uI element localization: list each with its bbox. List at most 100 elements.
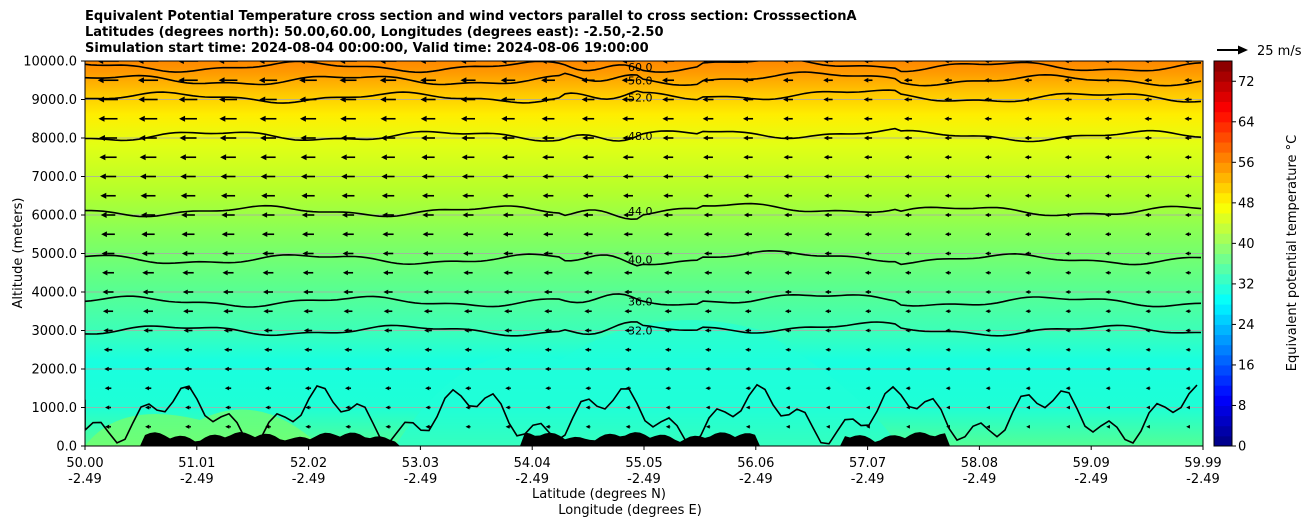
wind-vector-head [422, 250, 428, 257]
wind-vector-head [183, 308, 189, 314]
wind-vector-head [462, 231, 468, 237]
wind-vector-head [140, 192, 147, 199]
wind-vector-head [944, 97, 949, 102]
x-tick-label-lat: 59.99 [1184, 456, 1221, 471]
wind-vector-head [904, 135, 909, 141]
wind-vector-head [379, 61, 386, 64]
wind-vector-head [340, 115, 347, 122]
wind-vector-head [301, 192, 308, 199]
colorbar-band [1214, 294, 1232, 305]
wind-vector-head [785, 386, 790, 391]
wind-vector-head [420, 115, 427, 122]
wind-vector-head [420, 96, 427, 103]
x-tick-label-lon: -2.49 [292, 472, 326, 487]
wind-vector-head [743, 193, 749, 199]
wind-vector-head [302, 270, 308, 276]
wind-vector-head [782, 77, 788, 83]
wind-vector-head [903, 61, 909, 64]
contour-label: 36.0 [628, 296, 653, 309]
wind-vector-head [743, 174, 749, 179]
wind-vector-head [1144, 174, 1150, 179]
contour-line [85, 321, 1201, 337]
x-axis-label-latitude: Latitude (degrees N) [532, 487, 666, 502]
wind-vector-head [140, 173, 147, 180]
wind-vector-head [382, 231, 388, 237]
wind-vector-head [704, 270, 709, 276]
wind-vector-head [138, 96, 145, 103]
wind-vector-head [984, 97, 989, 102]
wind-vector-head [502, 231, 508, 237]
wind-vector-head [542, 193, 548, 199]
wind-vector-head [904, 193, 909, 198]
wind-vector-head [1184, 97, 1189, 102]
wind-vector-head [305, 405, 310, 410]
wind-vector-head [785, 405, 790, 410]
wind-vector-head [218, 61, 225, 64]
wind-vector-head [785, 328, 790, 333]
wind-vector-head [224, 386, 230, 391]
wind-vector-head [1104, 155, 1109, 160]
wind-vector-head [985, 347, 990, 352]
wind-vector-head [1145, 309, 1150, 314]
wind-vector-head [1105, 289, 1110, 295]
wind-vector-head [985, 367, 990, 371]
wind-vector-head [541, 96, 547, 103]
wind-vector-head [461, 135, 467, 141]
wind-vector-head [783, 154, 789, 160]
colorbar-band [1214, 364, 1232, 376]
wind-vector-head [782, 61, 788, 64]
colorbar-band [1214, 405, 1232, 417]
wind-vector-head [865, 328, 870, 333]
wind-vector-head [345, 424, 350, 429]
wind-vector-head [904, 155, 909, 160]
wind-vector-head [339, 61, 346, 64]
wind-vector-head [664, 328, 670, 333]
wind-vectors [97, 61, 1192, 429]
wind-vector-head [1144, 116, 1149, 121]
wind-vector-head [542, 173, 548, 180]
wind-vector-head [625, 405, 630, 410]
wind-vector-head [463, 270, 469, 276]
chart-title-line-2: Latitudes (degrees north): 50.00,60.00, … [85, 25, 664, 40]
wind-vector-head [664, 309, 669, 314]
wind-vector-head [624, 347, 630, 352]
wind-vector-head [464, 347, 469, 352]
wind-vector-head [1025, 270, 1030, 275]
wind-vector-head [98, 96, 105, 103]
wind-vector-head [225, 405, 230, 410]
x-tick-label-lat: 53.03 [402, 456, 439, 471]
colorbar-band [1214, 223, 1232, 234]
wind-vector-head [745, 386, 750, 391]
wind-vector-head [344, 386, 350, 391]
wind-vector-head [583, 270, 589, 276]
wind-vector-head [384, 328, 389, 333]
wind-vector-head [179, 115, 186, 122]
wind-vector-head [264, 347, 269, 353]
wind-vector-head [702, 116, 708, 122]
wind-vector-head [180, 192, 187, 199]
wind-vector-head [823, 135, 829, 141]
wind-vector-head [258, 61, 265, 64]
wind-vector-head [545, 386, 550, 391]
wind-vector-head [1066, 424, 1070, 429]
wind-vector-head [100, 192, 107, 199]
wind-vector-head [224, 366, 229, 372]
wind-vector-head [543, 251, 549, 256]
wind-vector-head [300, 154, 307, 161]
wind-vector-head [745, 405, 750, 410]
x-tick-label-lat: 55.05 [625, 456, 662, 471]
wind-vector-head [224, 347, 229, 353]
wind-vector-head [743, 154, 749, 160]
wind-vector-head [744, 251, 749, 256]
wind-vector-head [100, 212, 107, 218]
wind-vector-head [664, 347, 670, 352]
wind-vector-head [905, 367, 910, 371]
wind-vector-head [145, 405, 150, 410]
y-tick-label: 1000.0 [32, 401, 78, 416]
wind-vector-head [138, 115, 145, 122]
wind-vector-head [704, 309, 709, 314]
wind-vector-head [503, 289, 509, 295]
wind-vector-head [986, 405, 990, 410]
wind-vector-head [1025, 367, 1030, 371]
colorbar-band [1214, 202, 1232, 214]
